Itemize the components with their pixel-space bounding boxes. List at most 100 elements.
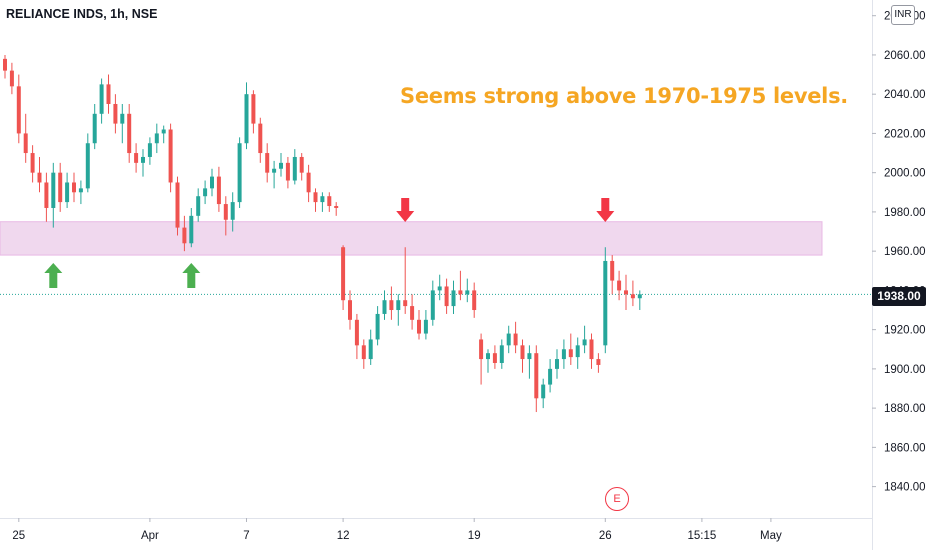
candle <box>230 202 235 220</box>
currency-badge[interactable]: INR <box>891 5 915 25</box>
candle <box>403 300 408 307</box>
y-tick-label: 2040.00 <box>884 89 926 101</box>
candle <box>348 300 352 320</box>
candle <box>465 290 470 295</box>
x-tick-label: 25 <box>12 530 25 542</box>
candle <box>216 176 221 205</box>
candle <box>120 113 125 124</box>
y-tick-label: 2000.00 <box>884 168 926 180</box>
candle <box>78 188 83 193</box>
candle <box>575 345 580 358</box>
candle <box>513 333 518 346</box>
candle <box>313 192 318 203</box>
candle <box>603 260 608 346</box>
candle <box>437 286 442 291</box>
y-tick-label: 2020.00 <box>884 128 926 140</box>
support-zone <box>0 221 823 256</box>
time-axis <box>0 518 872 550</box>
candle <box>23 133 28 154</box>
candle <box>272 168 277 173</box>
candle <box>541 384 546 399</box>
candle <box>65 182 70 203</box>
candle <box>141 156 145 163</box>
candle <box>58 172 63 203</box>
candle <box>444 286 449 307</box>
x-tick-label: 15:15 <box>688 530 717 542</box>
x-tick-label: 12 <box>337 530 350 542</box>
candle <box>134 153 139 163</box>
candle <box>3 58 7 71</box>
candle <box>237 143 242 203</box>
y-tick-label: 1920.00 <box>884 325 926 337</box>
candle <box>430 290 435 320</box>
candle <box>99 84 104 114</box>
candle <box>168 129 173 183</box>
candle <box>285 162 290 181</box>
arrow-down-icon <box>396 198 415 222</box>
candle <box>389 300 394 311</box>
x-tick-label: 19 <box>468 530 481 542</box>
candle <box>568 349 573 358</box>
arrow-up-icon <box>182 263 201 288</box>
x-tick-label: Apr <box>141 530 159 542</box>
candle <box>417 319 421 334</box>
candle <box>299 156 304 173</box>
price-axis <box>872 0 932 550</box>
candle <box>334 206 339 208</box>
candle <box>341 247 346 301</box>
candle <box>396 300 401 311</box>
candle <box>555 359 559 369</box>
candle <box>203 188 208 197</box>
candle <box>182 227 187 244</box>
candle <box>306 172 311 193</box>
candle <box>320 196 325 203</box>
candle <box>548 368 553 385</box>
candle <box>106 84 111 104</box>
candle <box>72 182 76 193</box>
candle <box>527 353 532 360</box>
candle <box>9 70 14 87</box>
candle <box>624 290 628 295</box>
earnings-event-icon[interactable]: E <box>605 487 629 511</box>
y-tick-label: 1880.00 <box>884 403 926 415</box>
candle <box>113 103 118 124</box>
candle <box>589 339 594 360</box>
candle <box>51 172 56 208</box>
candle <box>458 290 463 295</box>
candle <box>382 300 387 314</box>
candle <box>596 359 601 365</box>
candle <box>451 290 456 307</box>
x-tick-label: 26 <box>599 530 612 542</box>
candle <box>561 349 566 360</box>
candle <box>368 339 373 360</box>
y-tick-label: 1840.00 <box>884 482 926 494</box>
x-tick-label: May <box>760 530 782 542</box>
candle <box>44 182 49 208</box>
candle <box>354 319 359 346</box>
candle <box>265 153 270 173</box>
candle <box>127 113 132 154</box>
candle <box>617 280 622 291</box>
y-tick-label: 1900.00 <box>884 364 926 376</box>
y-tick-label: 2060.00 <box>884 50 926 62</box>
candle <box>223 204 228 220</box>
candle <box>637 294 642 299</box>
candle <box>175 182 180 228</box>
candle <box>479 339 484 360</box>
candle <box>92 113 97 144</box>
candle <box>582 339 587 346</box>
arrow-up-icon <box>44 263 63 288</box>
candle <box>30 153 35 173</box>
chart-title: RELIANCE INDS, 1h, NSE <box>6 7 158 21</box>
candle <box>361 345 366 360</box>
candle <box>375 313 380 340</box>
y-tick-label: 1980.00 <box>884 207 926 219</box>
candle <box>610 260 615 281</box>
candle <box>327 196 332 207</box>
candle <box>492 353 497 363</box>
candle <box>210 176 214 189</box>
chart-annotation: Seems strong above 1970-1975 levels. <box>400 84 848 108</box>
arrow-down-icon <box>596 198 615 222</box>
candle <box>506 333 511 346</box>
